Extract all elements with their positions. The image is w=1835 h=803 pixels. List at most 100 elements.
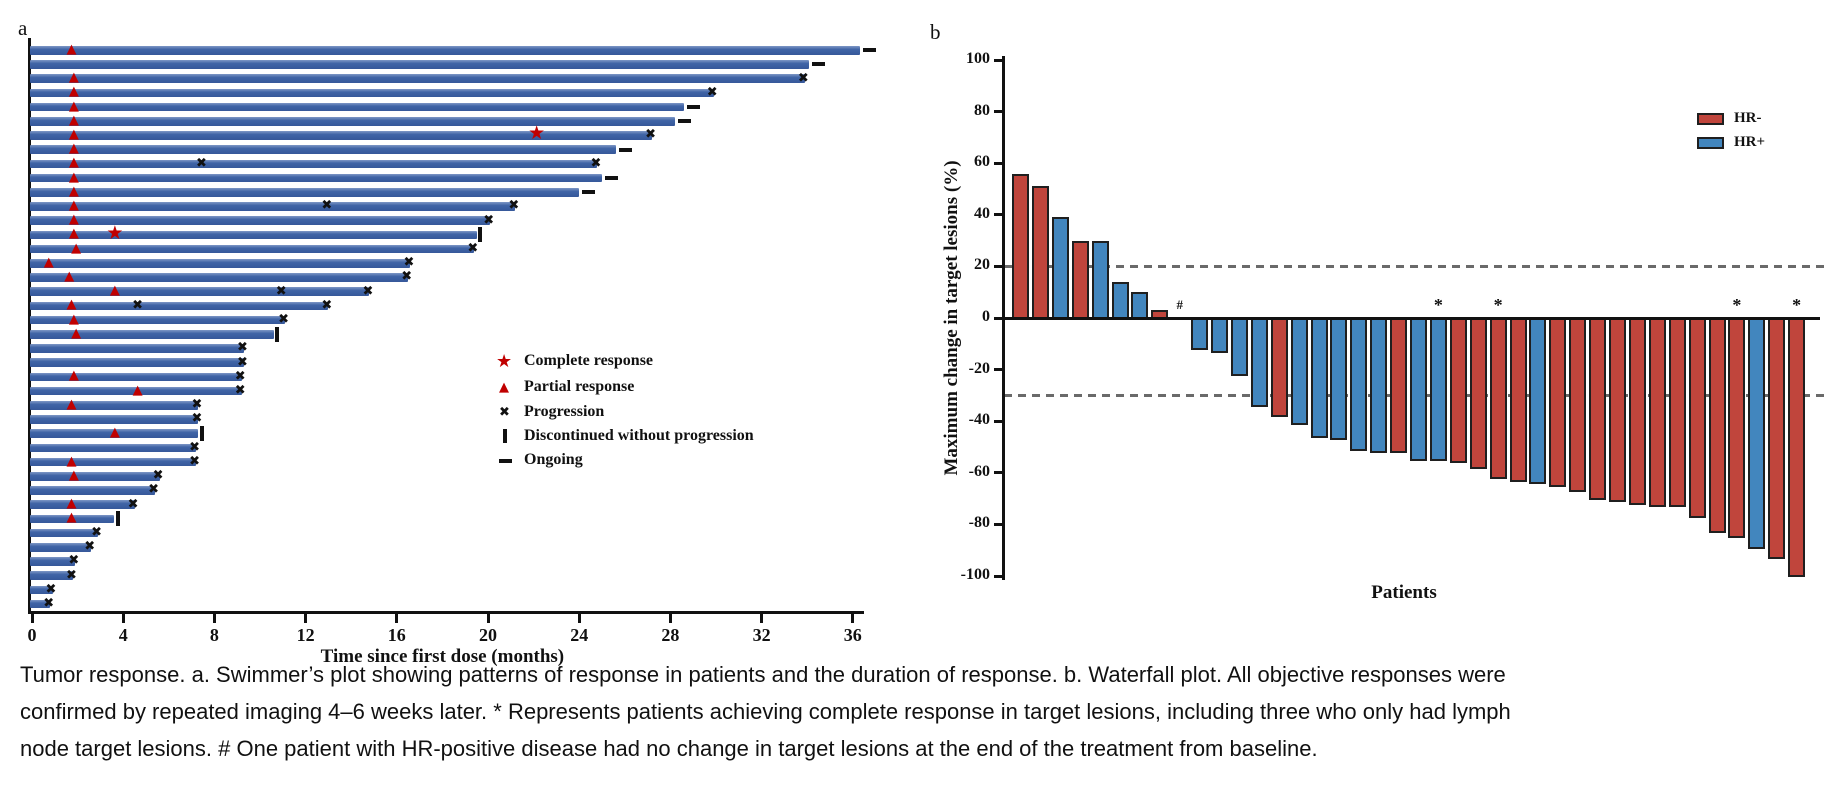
legend-hr-positive-swatch (1697, 137, 1724, 149)
ongoing-icon (812, 62, 826, 67)
waterfall-bar-hr-positive (1350, 317, 1368, 451)
swimmer-bar (30, 301, 329, 311)
waterfall-bar-hr-positive (1429, 317, 1447, 461)
swimmer-bar (30, 344, 245, 353)
waterfall-y-tick-label: -80 (968, 514, 990, 532)
waterfall-bar-hr-negative (1071, 240, 1089, 320)
waterfall-bar-hr-negative (1589, 317, 1607, 500)
complete-response-asterisk: * (1732, 295, 1742, 315)
caption-line-3: node target lesions. # One patient with … (20, 736, 1318, 761)
legend-item-label: Discontinued without progression (524, 427, 754, 444)
partial-response-icon: ▲ (68, 169, 79, 185)
partial-response-icon: ▲ (68, 226, 79, 242)
partial-response-icon: ▲ (66, 453, 77, 469)
swimmer-bar (30, 244, 475, 254)
waterfall-y-tick (994, 419, 1002, 423)
progression-icon: ✖ (234, 368, 246, 384)
swimmer-bar (30, 457, 197, 467)
waterfall-bar-hr-negative (1469, 317, 1487, 469)
progression-icon: ✖ (483, 212, 495, 228)
waterfall-bar-hr-negative (1012, 173, 1029, 320)
progression-icon: ✖ (403, 255, 415, 271)
progression-icon: ✖ (84, 539, 96, 555)
waterfall-bar-hr-negative (1788, 317, 1806, 577)
progression-icon: ✖ (189, 454, 201, 470)
swimmer-bar (30, 386, 242, 396)
discontinued-icon (199, 426, 204, 442)
progression-icon: ✖ (127, 496, 139, 512)
partial-response-icon: ▲ (66, 396, 77, 412)
waterfall-y-tick-label: 80 (974, 101, 990, 119)
waterfall-bar-hr-positive (1310, 317, 1328, 438)
swimmer-bar (30, 557, 76, 566)
waterfall-y-axis-label: Maximum change in target lesions (%) (941, 160, 962, 476)
waterfall-bar-hr-positive (1250, 317, 1268, 407)
swimmer-bar (30, 585, 53, 595)
caption-line-2: confirmed by repeated imaging 4–6 weeks … (20, 699, 1511, 724)
progression-icon: ✖ (362, 283, 374, 299)
swimmer-x-axis (28, 611, 864, 614)
waterfall-bar-hr-negative (1509, 317, 1527, 482)
progression-icon: ✖ (45, 581, 57, 597)
no-change-hash: # (1176, 297, 1183, 312)
progression-icon: ✖ (321, 198, 333, 214)
legend-item-label: Complete response (524, 352, 654, 369)
waterfall-bar-hr-positive (1748, 317, 1766, 549)
waterfall-bar-hr-negative (1031, 186, 1049, 320)
ongoing-icon (862, 48, 876, 53)
swimmer-bar (30, 315, 286, 325)
swimmer-x-tick (760, 614, 764, 623)
waterfall-bar-hr-positive (1529, 317, 1547, 485)
waterfall-bar-hr-negative (1609, 317, 1626, 503)
partial-response-icon: ▲ (68, 98, 79, 114)
waterfall-zero-line (1002, 316, 1820, 320)
discontinued-icon (478, 227, 483, 243)
swimmer-x-tick (668, 614, 672, 623)
waterfall-y-tick-label: -40 (968, 411, 990, 429)
waterfall-y-tick-label: 100 (966, 50, 990, 67)
ongoing-icon (605, 176, 618, 181)
partial-response-icon: ▲ (64, 268, 75, 284)
waterfall-bar-hr-negative (1569, 317, 1587, 492)
waterfall-bar-hr-negative (1489, 317, 1507, 479)
swimmer-bar (30, 358, 245, 367)
swimmer-bar (30, 599, 51, 609)
progression-icon: ✖ (66, 567, 77, 583)
figure-caption: Tumor response. a. Swimmer’s plot showin… (20, 656, 1511, 767)
waterfall-bar-hr-negative (1449, 317, 1467, 464)
legend-hr-negative-swatch (1697, 113, 1724, 125)
swimmer-bar (30, 330, 274, 339)
partial-response-icon: ▲ (71, 325, 82, 341)
progression-icon: ✖ (196, 155, 207, 171)
progression-icon: ✖ (91, 525, 103, 541)
progression-icon: ✖ (152, 468, 164, 484)
progression-icon: ✖ (189, 439, 201, 455)
reference-dashed-line (1004, 264, 1830, 268)
waterfall-y-tick-label: 60 (974, 153, 990, 171)
waterfall-bar-hr-positive (1191, 317, 1209, 350)
waterfall-bar-hr-negative (1668, 317, 1686, 508)
waterfall-y-tick (994, 58, 1002, 62)
legend-complete-response-icon: ★ (496, 351, 513, 372)
swimmer-x-tick (577, 614, 581, 623)
swimmer-bar (30, 259, 411, 268)
waterfall-y-tick-label: 20 (974, 256, 990, 274)
complete-response-asterisk: * (1493, 295, 1503, 315)
waterfall-y-tick-label: -60 (968, 462, 990, 480)
partial-response-icon: ▲ (68, 212, 79, 228)
partial-response-icon: ▲ (109, 283, 120, 299)
swimmer-bar (30, 472, 160, 481)
waterfall-bar-hr-positive (1370, 317, 1388, 454)
partial-response-icon: ▲ (66, 510, 77, 526)
progression-icon: ✖ (401, 269, 413, 285)
swimmer-bar (30, 202, 516, 211)
swimmer-x-tick-label: 20 (479, 625, 497, 645)
waterfall-y-tick (994, 574, 1002, 578)
swimmer-bar (30, 188, 580, 197)
waterfall-y-tick (994, 368, 1002, 372)
swimmer-x-tick-label: 16 (387, 625, 406, 645)
swimmer-bar (30, 429, 199, 438)
legend-discontinued-icon (503, 429, 507, 443)
waterfall-bar-hr-positive (1051, 217, 1069, 320)
